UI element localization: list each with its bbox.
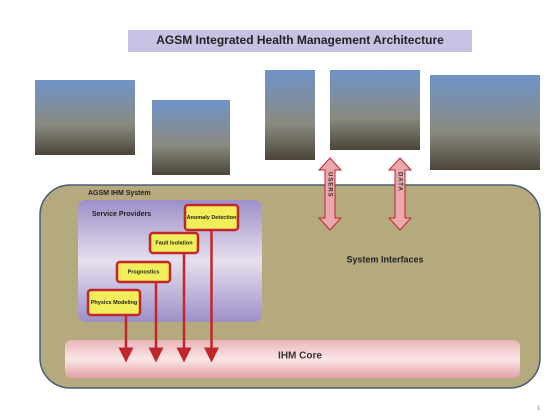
photo: [330, 70, 420, 150]
service-label: Prognostics: [128, 269, 160, 275]
title: AGSM Integrated Health Management Archit…: [156, 33, 444, 47]
arrow-label: DATA: [396, 172, 402, 192]
service-label: Physics Modeling: [91, 300, 137, 306]
photo: [152, 100, 230, 175]
system-label: AGSM IHM System: [88, 190, 151, 197]
service-label: Anomaly Detection: [187, 215, 237, 221]
page-number: 1: [537, 405, 540, 411]
service-label: Fault Isolation: [155, 240, 193, 246]
interfaces-label: System Interfaces: [346, 254, 423, 264]
arrow-label: USERS: [326, 172, 332, 198]
service-providers-label: Service Providers: [92, 211, 151, 218]
core-label: IHM Core: [278, 351, 322, 362]
slide: AGSM Integrated Health Management Archit…: [0, 0, 559, 419]
photo: [265, 70, 315, 160]
photo: [35, 80, 135, 155]
photo: [430, 75, 540, 170]
